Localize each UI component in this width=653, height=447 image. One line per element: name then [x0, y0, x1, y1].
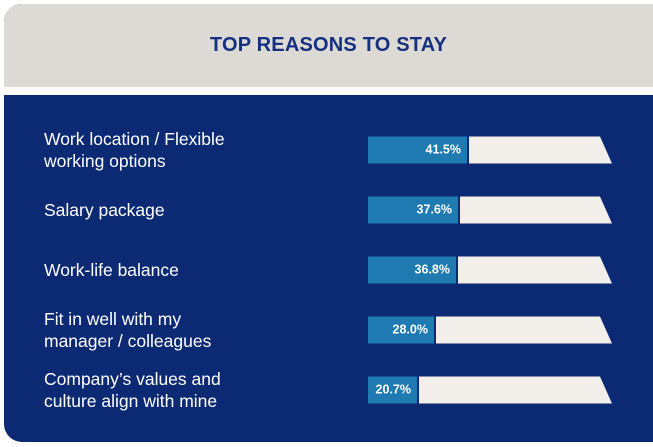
header-banner: TOP REASONS TO STAY: [4, 4, 653, 87]
reasons-card: TOP REASONS TO STAY Work location / Flex…: [4, 4, 653, 442]
bar-value-label: 36.8%: [414, 262, 450, 277]
bar-row: Fit in well with my manager / colleagues…: [4, 309, 653, 351]
bar-value-label: 37.6%: [416, 202, 452, 217]
bar-row: Work-life balance 36.8%: [4, 256, 653, 284]
bar-fill: [368, 316, 436, 344]
bar-fill: [368, 196, 460, 224]
bar-row: Company’s values and culture align with …: [4, 369, 653, 411]
chart-title: TOP REASONS TO STAY: [209, 34, 448, 56]
category-label: Company’s values and culture align with …: [44, 369, 221, 411]
bar-chart: Work location / Flexible working options…: [4, 95, 653, 442]
bar-value-label: 41.5%: [425, 142, 461, 157]
bar-value-label: 28.0%: [392, 322, 428, 337]
bar-row: Salary package 37.6%: [4, 196, 653, 224]
category-label: Work location / Flexible working options: [44, 129, 225, 171]
bar-track: 36.8%: [368, 256, 612, 284]
bar-track: 41.5%: [368, 136, 612, 164]
bar-value-label: 20.7%: [375, 382, 411, 397]
category-label: Fit in well with my manager / colleagues: [44, 309, 212, 351]
bar-track: 37.6%: [368, 196, 612, 224]
category-label: Salary package: [44, 200, 165, 220]
bar-fill: [368, 376, 419, 404]
bar-row: Work location / Flexible working options…: [4, 129, 653, 171]
category-label: Work-life balance: [44, 260, 179, 280]
header-divider: [4, 87, 653, 95]
bar-track: 20.7%: [368, 376, 612, 404]
bar-track: 28.0%: [368, 316, 612, 344]
bar-fill: [368, 136, 469, 164]
bar-fill: [368, 256, 458, 284]
